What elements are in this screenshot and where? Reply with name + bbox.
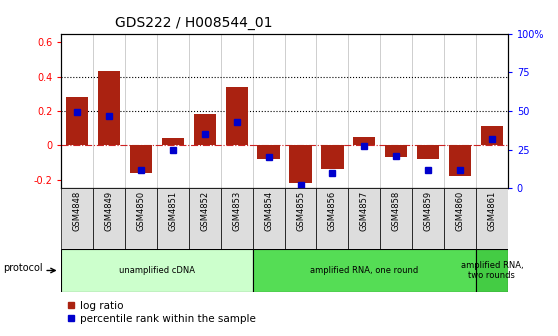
- Bar: [353, 137, 376, 145]
- Text: GSM4849: GSM4849: [105, 191, 114, 231]
- Bar: [417, 145, 439, 159]
- Text: protocol: protocol: [3, 263, 43, 273]
- Text: GSM4861: GSM4861: [487, 191, 496, 232]
- Text: GSM4855: GSM4855: [296, 191, 305, 231]
- Text: GSM4856: GSM4856: [328, 191, 337, 232]
- Text: GSM4852: GSM4852: [200, 191, 209, 231]
- Text: GSM4858: GSM4858: [392, 191, 401, 232]
- Bar: [98, 71, 121, 145]
- Bar: [476, 188, 508, 249]
- Bar: [66, 97, 89, 145]
- Bar: [253, 249, 476, 292]
- Bar: [257, 145, 280, 159]
- Bar: [125, 188, 157, 249]
- Bar: [61, 249, 253, 292]
- Bar: [412, 188, 444, 249]
- Bar: [385, 145, 407, 157]
- Text: unamplified cDNA: unamplified cDNA: [119, 266, 195, 275]
- Bar: [221, 188, 253, 249]
- Text: GSM4850: GSM4850: [137, 191, 146, 231]
- Legend: log ratio, percentile rank within the sample: log ratio, percentile rank within the sa…: [66, 301, 256, 324]
- Bar: [61, 188, 93, 249]
- Bar: [449, 145, 471, 176]
- Bar: [316, 188, 348, 249]
- Bar: [194, 114, 216, 145]
- Text: amplified RNA,
two rounds: amplified RNA, two rounds: [460, 261, 523, 280]
- Bar: [225, 87, 248, 145]
- Text: GSM4859: GSM4859: [424, 191, 432, 231]
- Text: GSM4851: GSM4851: [169, 191, 177, 231]
- Bar: [380, 188, 412, 249]
- Bar: [162, 138, 184, 145]
- Bar: [285, 188, 316, 249]
- Bar: [253, 188, 285, 249]
- Text: amplified RNA, one round: amplified RNA, one round: [310, 266, 418, 275]
- Bar: [321, 145, 344, 169]
- Text: GSM4848: GSM4848: [73, 191, 82, 232]
- Bar: [93, 188, 125, 249]
- Bar: [130, 145, 152, 173]
- Text: GSM4857: GSM4857: [360, 191, 369, 232]
- Bar: [189, 188, 221, 249]
- Bar: [290, 145, 312, 183]
- Text: GSM4853: GSM4853: [232, 191, 241, 232]
- Bar: [476, 249, 508, 292]
- Bar: [348, 188, 380, 249]
- Bar: [157, 188, 189, 249]
- Bar: [444, 188, 476, 249]
- Text: GSM4854: GSM4854: [264, 191, 273, 231]
- Text: GDS222 / H008544_01: GDS222 / H008544_01: [115, 16, 272, 30]
- Text: GSM4860: GSM4860: [455, 191, 464, 232]
- Bar: [480, 126, 503, 145]
